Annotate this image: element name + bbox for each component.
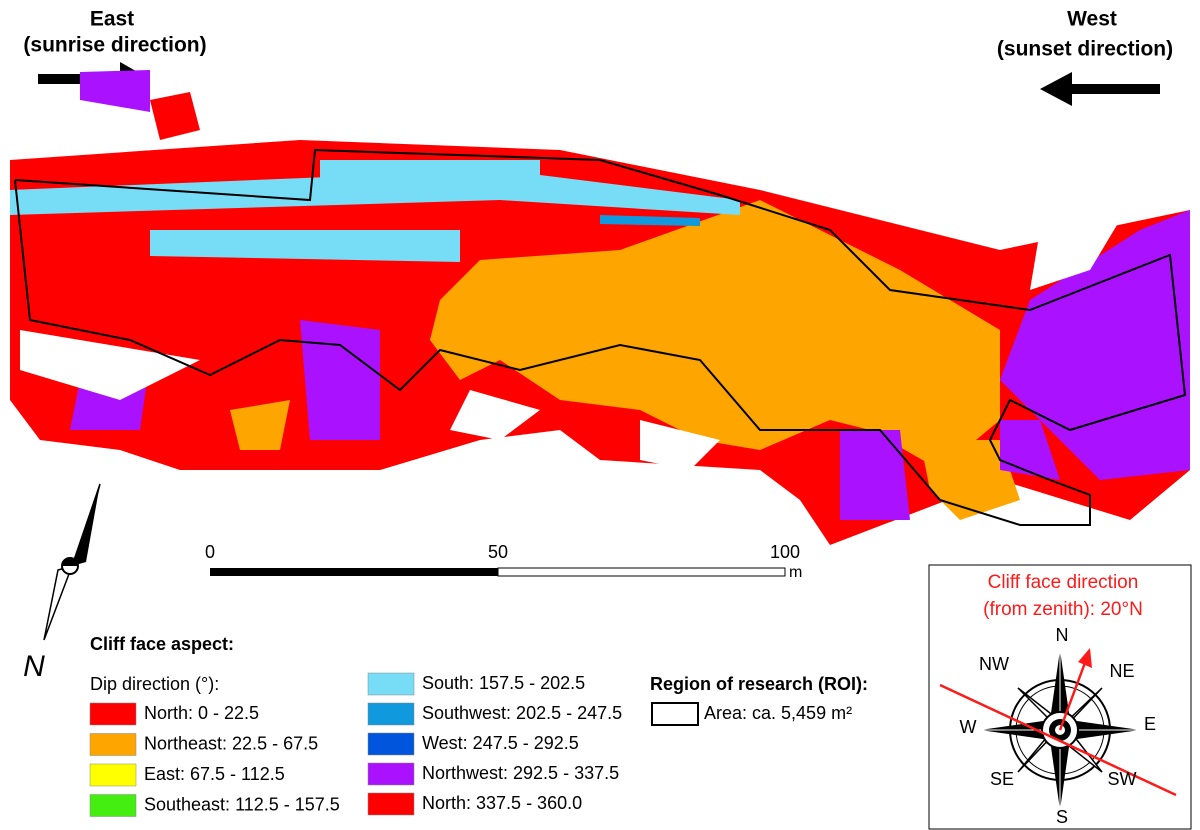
legend-swatch [90, 764, 136, 786]
legend-swatch [90, 734, 136, 756]
legend-label: Northwest: 292.5 - 337.5 [422, 763, 619, 783]
east-note: (sunrise direction) [23, 34, 206, 57]
compass-title: Cliff face direction [988, 572, 1139, 593]
west-arrow [1040, 72, 1160, 106]
legend-label: West: 247.5 - 292.5 [422, 733, 579, 753]
west-note: (sunset direction) [997, 38, 1173, 61]
north-label: N [23, 650, 45, 683]
north-arrow [44, 484, 100, 640]
compass-point: S [1056, 807, 1068, 827]
legend-swatch [368, 733, 414, 755]
compass-point: SW [1108, 769, 1137, 789]
legend: North: 0 - 22.5 Northeast: 22.5 - 67.5 Eas… [90, 673, 622, 817]
map-figure: East (sunrise direction) West (sunset di… [0, 0, 1200, 830]
legend-label: North: 337.5 - 360.0 [422, 793, 582, 813]
compass-point: NE [1109, 661, 1134, 681]
scale-tick: 100 [770, 542, 800, 562]
roi-swatch [652, 703, 698, 725]
east-label: East [90, 8, 134, 31]
legend-label: East: 67.5 - 112.5 [144, 764, 285, 784]
compass-subtitle: (from zenith): 20°N [983, 599, 1143, 620]
aspect-map [10, 70, 1190, 545]
scale-tick: 0 [205, 542, 215, 562]
legend-swatch [368, 673, 414, 695]
legend-label: South: 157.5 - 202.5 [422, 673, 585, 693]
scale-tick: 50 [488, 542, 508, 562]
compass-point: W [960, 717, 977, 737]
legend-swatch [90, 795, 136, 817]
compass-point: E [1144, 714, 1156, 734]
legend-swatch [368, 703, 414, 725]
legend-title: Cliff face aspect: [90, 634, 234, 654]
compass-point: SE [990, 769, 1014, 789]
legend-subtitle: Dip direction (°): [90, 674, 219, 694]
compass-point: N [1056, 625, 1069, 645]
compass-point: NW [979, 654, 1009, 674]
legend-label: Northeast: 22.5 - 67.5 [144, 733, 318, 753]
legend-swatch [368, 793, 414, 815]
legend-label: Southwest: 202.5 - 247.5 [422, 703, 622, 723]
legend-swatch [368, 763, 414, 785]
scale-unit: m [789, 564, 802, 581]
roi-label: Area: ca. 5,459 m² [704, 703, 852, 723]
roi-title: Region of research (ROI): [650, 674, 868, 694]
legend-label: Southeast: 112.5 - 157.5 [144, 794, 340, 814]
scale-bar [210, 568, 785, 576]
legend-label: North: 0 - 22.5 [144, 703, 259, 723]
legend-swatch [90, 703, 136, 725]
west-label: West [1067, 8, 1117, 31]
